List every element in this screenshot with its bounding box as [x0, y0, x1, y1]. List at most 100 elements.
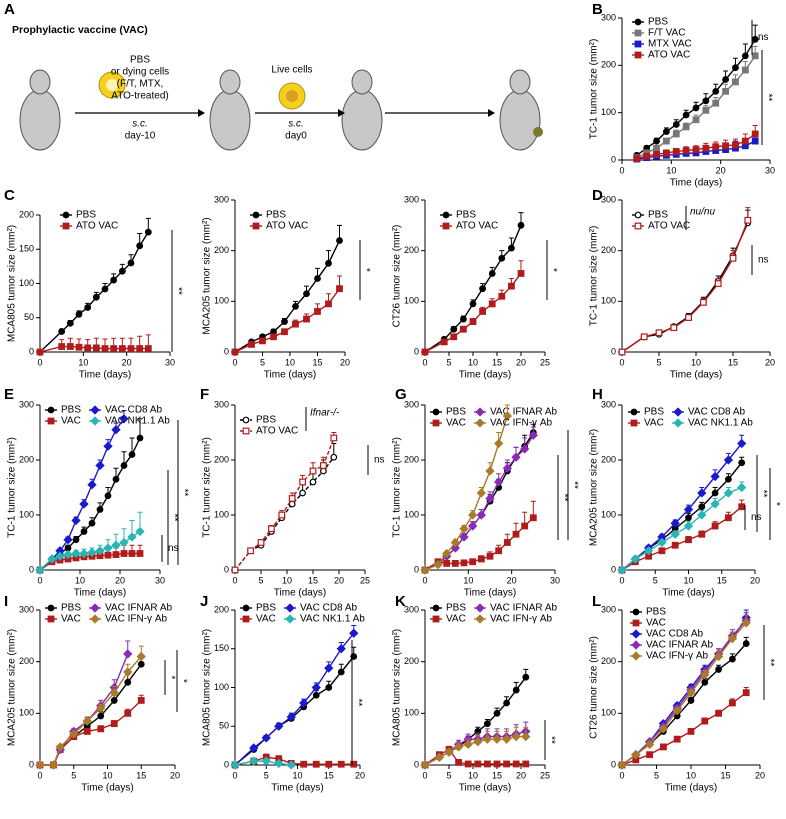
- marker: [528, 430, 538, 440]
- marker: [517, 270, 525, 277]
- marker: [309, 478, 317, 486]
- marker: [420, 760, 430, 770]
- x-axis-label: Time (days): [670, 370, 722, 381]
- y-tick-label: 150: [214, 643, 229, 653]
- x-tick-label: 0: [422, 575, 427, 585]
- step-text: PBS: [130, 55, 150, 66]
- y-tick-label: 300: [404, 399, 419, 409]
- marker: [350, 760, 358, 768]
- marker: [71, 548, 81, 559]
- marker: [479, 285, 487, 293]
- x-tick-label: 0: [619, 165, 624, 175]
- marker: [110, 276, 118, 284]
- marker: [66, 343, 74, 350]
- marker: [495, 547, 503, 555]
- marker: [249, 743, 259, 753]
- marker: [751, 130, 759, 138]
- series-line: [621, 622, 747, 766]
- x-tick-label: 10: [78, 357, 88, 367]
- marker: [728, 699, 736, 707]
- marker: [66, 319, 74, 327]
- marker: [330, 434, 338, 442]
- x-tick-label: 15: [308, 575, 318, 585]
- y-tick-label: 200: [601, 454, 616, 464]
- legend-label: VAC IFN-γ Ab: [490, 418, 552, 429]
- marker: [494, 477, 504, 487]
- diagram: A Prophylactic vaccine (VAC) PBS or dyin…: [4, 1, 543, 151]
- marker: [643, 546, 654, 556]
- marker: [475, 603, 485, 613]
- marker: [632, 619, 640, 627]
- marker: [672, 148, 680, 155]
- marker: [737, 482, 747, 493]
- series-line: [621, 222, 749, 353]
- marker: [432, 604, 440, 612]
- marker: [314, 308, 321, 315]
- marker: [476, 510, 486, 520]
- marker: [248, 341, 255, 348]
- y-tick-label: 300: [601, 604, 616, 614]
- legend-label: VAC: [61, 614, 81, 625]
- chart: H 0 100 200 300 0 5 10 15 20 Time (days) MCA205 tum…: [589, 386, 782, 599]
- marker: [732, 78, 739, 86]
- marker: [460, 315, 467, 323]
- marker: [631, 651, 641, 661]
- marker: [96, 506, 104, 513]
- marker: [47, 615, 55, 623]
- x-tick-label: 5: [264, 770, 269, 780]
- marker: [698, 530, 706, 538]
- y-tick-label: 100: [404, 708, 419, 718]
- marker: [58, 343, 66, 350]
- marker: [69, 729, 79, 739]
- marker: [47, 604, 55, 612]
- marker: [112, 551, 120, 558]
- significance-label: **: [352, 699, 363, 707]
- marker: [701, 678, 709, 686]
- cells: [98, 71, 306, 110]
- y-tick-label: 100: [601, 708, 616, 718]
- significance-label: *: [165, 676, 176, 680]
- x-tick-label: 20: [716, 165, 726, 175]
- marker: [278, 511, 286, 519]
- marker: [633, 155, 641, 162]
- marker: [459, 524, 469, 534]
- marker: [741, 618, 751, 628]
- marker: [737, 438, 747, 449]
- chart: D 0 100 200 300 0 5 10 15 20 Time (days) TC-1 tumor…: [589, 187, 775, 381]
- x-tick-label: 5: [654, 770, 659, 780]
- chart: 0 100 200 300 0 5 10 15 20 Time (days) MCA205 tumo…: [202, 194, 372, 380]
- marker: [502, 463, 512, 473]
- marker: [90, 416, 100, 426]
- marker: [732, 64, 739, 72]
- y-axis-label: MCA205 tumor size (mm²): [7, 629, 18, 746]
- marker: [136, 242, 144, 250]
- marker: [442, 222, 450, 230]
- y-tick-label: 200: [404, 454, 419, 464]
- significance-label: **: [545, 736, 556, 744]
- legend-label: PBS: [648, 210, 668, 221]
- marker: [433, 559, 443, 570]
- marker: [479, 308, 486, 315]
- marker: [673, 418, 683, 428]
- x-tick-label: 0: [37, 357, 42, 367]
- panel-letter: H: [592, 386, 603, 403]
- x-tick-label: 20: [115, 575, 125, 585]
- legend-label: VAC: [446, 418, 466, 429]
- significance-label: ns: [751, 512, 762, 523]
- marker: [460, 325, 467, 333]
- marker: [482, 734, 493, 744]
- legend-label: PBS: [446, 603, 466, 614]
- marker: [662, 137, 670, 145]
- x-tick-label: 15: [492, 770, 502, 780]
- legend-label: PBS: [456, 210, 476, 221]
- x-tick-label: 15: [324, 770, 334, 780]
- y-tick-label: 200: [19, 656, 34, 666]
- series-line: [234, 437, 335, 571]
- x-tick-label: 10: [468, 770, 478, 780]
- marker: [653, 150, 660, 158]
- marker: [120, 462, 128, 469]
- marker: [511, 731, 521, 742]
- marker: [630, 408, 638, 416]
- panel-letter: A: [4, 1, 15, 18]
- chart: K 0 100 200 300 0 5 10 15 20 25 Time (days) MCA805 t…: [392, 593, 558, 794]
